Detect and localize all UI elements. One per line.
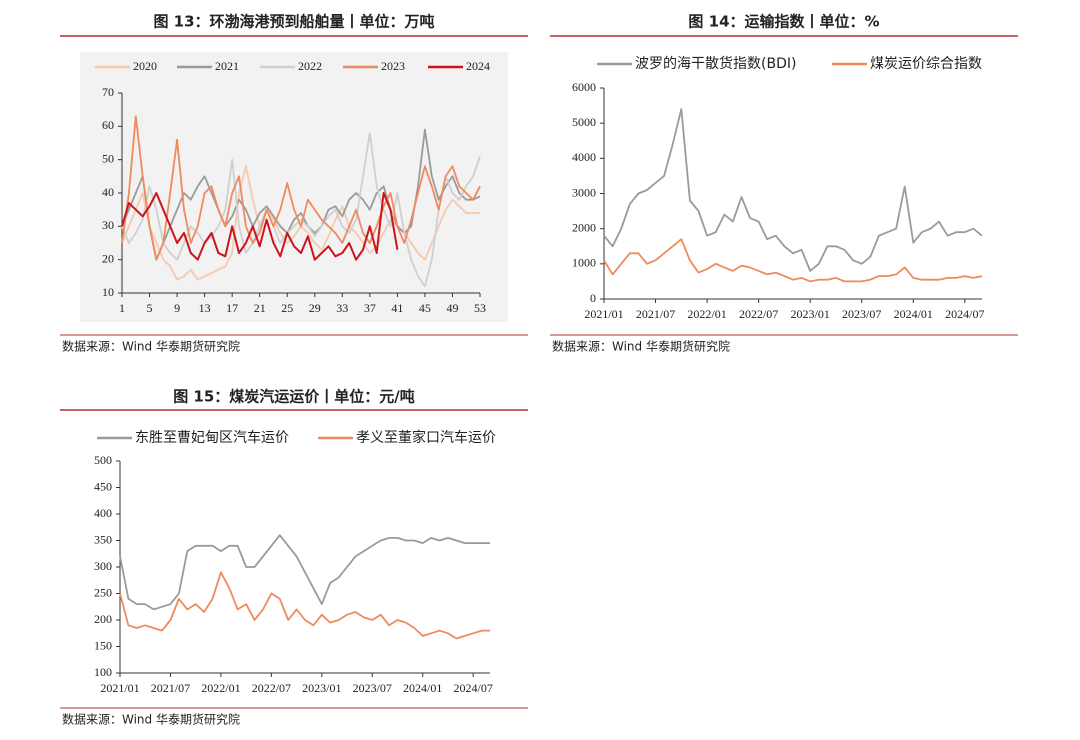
y-tick-label: 100 <box>94 665 112 679</box>
x-tick-label: 37 <box>364 301 376 315</box>
y-tick-label: 10 <box>102 285 114 299</box>
y-tick-label: 5000 <box>572 115 596 129</box>
chart: 图 14：运输指数丨单位：% 数据来源：Wind 华泰期货研究院 0 1000 2000… <box>550 13 1018 354</box>
x-tick-label: 9 <box>174 301 180 315</box>
x-tick-label: 13 <box>199 301 211 315</box>
legend-label: 2022 <box>298 59 322 73</box>
y-tick-label: 4000 <box>572 150 596 164</box>
y-tick-label: 350 <box>94 532 112 546</box>
x-tick-label: 2021/01 <box>100 681 139 695</box>
y-tick-label: 150 <box>94 638 112 652</box>
x-tick-label: 25 <box>281 301 293 315</box>
legend-label: 煤炭运价综合指数 <box>870 56 982 72</box>
y-tick-label: 250 <box>94 585 112 599</box>
x-tick-label: 2023/01 <box>302 681 341 695</box>
series-line <box>121 192 399 261</box>
legend-label: 2023 <box>381 59 405 73</box>
y-tick-label: 300 <box>94 559 112 573</box>
y-tick-label: 30 <box>102 218 114 232</box>
series-line <box>121 132 481 288</box>
legend-label: 2021 <box>215 59 239 73</box>
x-tick-label: 2024/07 <box>454 681 493 695</box>
y-tick-label: 1000 <box>572 256 596 270</box>
x-tick-label: 41 <box>391 301 403 315</box>
x-tick-label: 2023/01 <box>791 307 830 321</box>
y-tick-label: 450 <box>94 479 112 493</box>
y-tick-label: 500 <box>94 453 112 467</box>
x-tick-label: 2022/01 <box>687 307 726 321</box>
y-tick-label: 2000 <box>572 220 596 234</box>
chart-title: 图 13：环渤海港预到船舶量丨单位：万吨 <box>153 13 434 31</box>
series-line <box>603 238 983 283</box>
y-tick-label: 60 <box>102 118 114 132</box>
x-tick-label: 33 <box>336 301 348 315</box>
x-tick-label: 1 <box>119 301 125 315</box>
x-tick-label: 2024/07 <box>945 307 984 321</box>
source: 数据来源：Wind 华泰期货研究院 <box>62 712 240 727</box>
y-tick-label: 0 <box>590 291 596 305</box>
source: 数据来源：Wind 华泰期货研究院 <box>552 339 730 354</box>
x-tick-label: 29 <box>309 301 321 315</box>
x-tick-label: 49 <box>446 301 458 315</box>
x-tick-label: 2021/07 <box>636 307 675 321</box>
y-tick-label: 6000 <box>572 80 596 94</box>
x-tick-label: 2023/07 <box>353 681 392 695</box>
y-tick-label: 20 <box>102 251 114 265</box>
legend-label: 东胜至曹妃甸区汽车运价 <box>135 429 289 446</box>
x-tick-label: 2021/01 <box>584 307 623 321</box>
legend-label: 孝义至董家口汽车运价 <box>356 429 496 446</box>
x-tick-label: 5 <box>147 301 153 315</box>
y-tick-label: 3000 <box>572 185 596 199</box>
legend-label: 波罗的海干散货指数(BDI) <box>635 55 796 72</box>
y-tick-label: 40 <box>102 185 114 199</box>
series-line <box>603 108 983 272</box>
x-tick-label: 17 <box>226 301 238 315</box>
x-tick-label: 2022/01 <box>201 681 240 695</box>
x-tick-label: 21 <box>254 301 266 315</box>
chart-title: 图 15：煤炭汽运运价丨单位：元/吨 <box>173 388 415 406</box>
x-tick-label: 2022/07 <box>252 681 291 695</box>
source: 数据来源：Wind 华泰期货研究院 <box>62 339 240 354</box>
x-tick-label: 2021/07 <box>151 681 190 695</box>
series-line <box>119 534 490 611</box>
x-tick-label: 45 <box>419 301 431 315</box>
x-tick-label: 2024/01 <box>403 681 442 695</box>
plot-bg <box>80 52 508 322</box>
series-line <box>121 115 481 261</box>
legend-label: 2024 <box>466 59 490 73</box>
x-tick-label: 53 <box>474 301 486 315</box>
series-line <box>121 128 481 261</box>
y-tick-label: 200 <box>94 612 112 626</box>
series-line <box>119 571 490 640</box>
chart-title: 图 14：运输指数丨单位：% <box>688 13 879 31</box>
y-tick-label: 50 <box>102 151 114 165</box>
x-tick-label: 2024/01 <box>894 307 933 321</box>
legend-label: 2020 <box>133 59 157 73</box>
y-tick-label: 400 <box>94 506 112 520</box>
y-tick-label: 70 <box>102 85 114 99</box>
x-tick-label: 2022/07 <box>739 307 778 321</box>
x-tick-label: 2023/07 <box>842 307 881 321</box>
